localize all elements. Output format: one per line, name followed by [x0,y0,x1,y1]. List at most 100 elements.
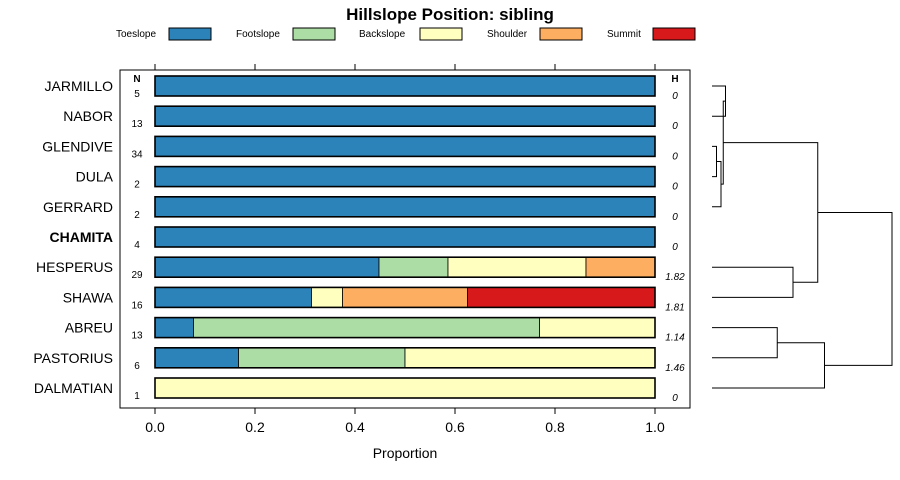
n-label-pastorius: 6 [134,361,140,372]
bar-segment-jarmillo-toeslope [154,75,656,97]
h-label-dula: 0 [672,182,678,193]
row-labels: JARMILLO NABOR GLENDIVE DULA GERRARD CHAMITA H… [33,78,113,396]
legend-swatch-summit [652,27,696,41]
legend-swatch-backslope [419,27,463,41]
x-tick-label-1-0: 1.0 [645,419,665,435]
legend-swatch-shoulder [539,27,583,41]
dendrogram [712,85,893,389]
n-label-gerrard: 2 [134,210,140,221]
h-label-nabor: 0 [672,121,678,132]
legend-label-toeslope: Toeslope [116,29,156,40]
bars-group [154,75,656,399]
h-label-glendive: 0 [672,151,678,162]
bar-outline-nabor [154,105,656,127]
x-tick-label-0-4: 0.4 [345,419,365,435]
bar-segment-hesperus-footslope [378,256,449,278]
row-label-pastorius: PASTORIUS [33,350,113,366]
n-label-shawa: 16 [131,300,143,311]
dendrogram-link-8 [723,142,819,283]
x-tick-label-0-8: 0.8 [545,419,565,435]
dendrogram-link-6 [712,327,778,359]
legend-swatch-footslope [292,27,336,41]
h-label-hesperus: 1.82 [665,272,685,283]
bar-outline-shawa [154,286,656,309]
row-label-glendive: GLENDIVE [42,138,113,154]
plot-frame [119,69,691,409]
row-label-jarmillo: JARMILLO [45,78,114,94]
row-label-nabor: NABOR [63,108,113,124]
bar-segment-dalmatian-backslope [154,377,656,399]
x-tick-label-0-6: 0.6 [445,419,465,435]
bar-segment-hesperus-toeslope [154,256,380,278]
h-label-gerrard: 0 [672,212,678,223]
h-label-chamita: 0 [672,242,678,253]
n-label-nabor: 13 [131,119,143,130]
legend-label-footslope: Footslope [236,29,280,40]
n-label-hesperus: 29 [131,270,143,281]
bar-segment-abreu-backslope [539,317,656,339]
dendrogram-link-2 [712,145,717,178]
dendrogram-link-9 [817,211,893,366]
h-label-abreu: 1.14 [665,333,685,344]
bar-segment-gerrard-toeslope [154,196,656,218]
bar-segment-chamita-toeslope [154,226,656,248]
h-label-pastorius: 1.46 [665,363,685,374]
h-labels: 0 0 0 0 0 0 1.82 1.81 1.14 1.46 0 [665,91,685,404]
legend: Toeslope Footslope Backslope Shoulder Summit [116,27,696,41]
n-label-jarmillo: 5 [134,89,140,100]
bar-segment-nabor-toeslope [154,105,656,127]
bar-outline-hesperus [154,256,656,279]
bar-outline-chamita [154,226,656,248]
dendrogram-link-7 [712,342,825,389]
h-label-shawa: 1.81 [665,302,684,313]
x-tick-label-0-0: 0.0 [145,419,165,435]
bar-outline-dula [154,165,656,188]
x-axis-title: Proportion [373,445,438,461]
bar-segment-abreu-toeslope [154,317,194,339]
chart-title: Hillslope Position: sibling [346,5,554,24]
bar-segment-hesperus-shoulder [585,256,656,278]
bar-segment-dula-toeslope [154,166,656,188]
bar-segment-pastorius-footslope [238,347,406,369]
bar-segment-hesperus-backslope [447,256,587,278]
n-label-abreu: 13 [131,331,143,342]
row-label-dalmatian: DALMATIAN [34,380,113,396]
row-label-shawa: SHAWA [63,289,114,305]
h-label-dalmatian: 0 [672,393,678,404]
n-label-dula: 2 [134,180,140,191]
legend-label-shoulder: Shoulder [487,29,528,40]
bar-outline-gerrard [154,196,656,218]
bar-segment-shawa-summit [467,286,656,308]
bar-segment-pastorius-backslope [404,347,656,369]
h-column-header: H [671,74,678,85]
legend-swatch-toeslope [168,27,212,41]
bar-segment-abreu-footslope [193,317,540,339]
n-column-header: N [133,74,140,85]
row-label-chamita: CHAMITA [49,229,113,245]
dendrogram-link-5 [712,266,794,298]
bar-outline-dalmatian [154,377,656,399]
n-label-dalmatian: 1 [134,391,140,402]
bar-outline-pastorius [154,346,656,369]
row-label-dula: DULA [76,169,114,185]
row-label-hesperus: HESPERUS [36,259,113,275]
bar-segment-shawa-backslope [311,286,343,308]
n-label-chamita: 4 [134,240,140,251]
bar-segment-shawa-shoulder [342,286,468,308]
bar-segment-shawa-toeslope [154,286,312,308]
h-label-jarmillo: 0 [672,91,678,102]
x-tick-label-0-2: 0.2 [245,419,265,435]
x-axis: 0.0 0.2 0.4 0.6 0.8 1.0 [145,64,665,435]
legend-label-summit: Summit [607,29,641,40]
bar-outline-abreu [154,316,656,339]
row-label-abreu: ABREU [65,320,113,336]
row-label-gerrard: GERRARD [43,199,113,215]
bar-outline-glendive [154,135,656,158]
n-label-glendive: 34 [131,149,143,160]
n-labels: 5 13 34 2 2 4 29 16 13 6 1 [131,89,143,402]
bar-segment-pastorius-toeslope [154,347,239,369]
bar-segment-glendive-toeslope [154,135,656,157]
bar-outline-jarmillo [154,75,656,97]
